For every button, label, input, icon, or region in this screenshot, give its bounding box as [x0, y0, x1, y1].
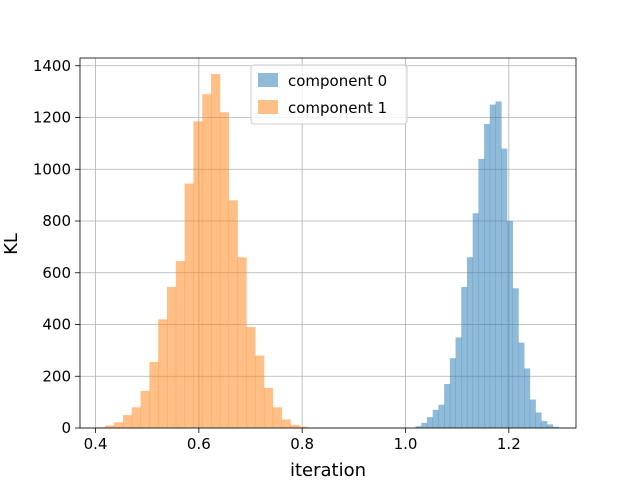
legend-swatch-component-0 [258, 73, 278, 87]
histogram-bar-component-1 [237, 257, 246, 428]
histogram-bar-component-1 [273, 407, 282, 428]
histogram-bar-component-1 [255, 356, 264, 428]
y-axis-label: KL [1, 233, 22, 255]
legend-label-component-1: component 1 [288, 99, 387, 117]
y-tick-label: 0 [61, 419, 71, 437]
histogram-bar-component-1 [176, 261, 185, 428]
histogram-bar-component-0 [450, 358, 456, 428]
histogram-bars [97, 74, 565, 428]
histogram-bar-component-1 [132, 407, 141, 428]
histogram-bar-component-0 [524, 368, 530, 428]
histogram-bar-component-0 [473, 213, 479, 428]
histogram-bar-component-1 [220, 112, 229, 428]
y-tick-label: 600 [42, 264, 71, 282]
y-axis-ticks: 0 200 400 600 800 1000 1200 1400 [33, 57, 80, 437]
x-tick-label: 1.2 [497, 435, 521, 453]
x-axis-label: iteration [290, 460, 366, 480]
histogram-bar-component-0 [547, 424, 553, 428]
histogram-bar-component-0 [484, 124, 490, 428]
histogram-bar-component-1 [202, 94, 211, 428]
histogram-bar-component-1 [114, 422, 123, 428]
histogram-bar-component-1 [185, 183, 194, 428]
histogram-bar-component-0 [518, 343, 524, 428]
histogram-bar-component-1 [149, 362, 158, 428]
histogram-bar-component-0 [433, 410, 439, 428]
histogram-bar-component-0 [513, 288, 519, 428]
histogram-bar-component-0 [478, 159, 484, 428]
y-tick-label: 1000 [33, 160, 71, 178]
histogram-bar-component-0 [438, 405, 444, 428]
y-tick-label: 1400 [33, 57, 71, 75]
x-tick-label: 1.0 [394, 435, 418, 453]
histogram-bar-component-1 [229, 200, 238, 428]
x-tick-label: 0.8 [290, 435, 314, 453]
histogram-bar-component-0 [421, 423, 427, 428]
histogram-bar-component-1 [193, 121, 202, 428]
histogram-bar-component-0 [456, 337, 462, 428]
histogram-bar-component-0 [444, 384, 450, 428]
histogram-bar-component-0 [530, 400, 536, 428]
histogram-bar-component-0 [501, 149, 507, 428]
legend-label-component-0: component 0 [288, 72, 387, 90]
x-tick-label: 0.4 [84, 435, 108, 453]
histogram-bar-component-1 [123, 415, 132, 428]
histogram-bar-component-1 [290, 425, 299, 428]
histogram-bar-component-0 [461, 287, 467, 428]
histogram-bar-component-0 [427, 417, 433, 428]
histogram-bar-component-1 [211, 74, 220, 428]
histogram-bar-component-1 [282, 419, 291, 428]
legend-swatch-component-1 [258, 100, 278, 114]
histogram-bar-component-0 [507, 221, 513, 428]
y-tick-label: 1200 [33, 109, 71, 127]
y-tick-label: 400 [42, 316, 71, 334]
x-tick-label: 0.6 [187, 435, 211, 453]
histogram-bar-component-1 [158, 319, 167, 428]
histogram-bar-component-1 [246, 327, 255, 428]
legend: component 0 component 1 [251, 65, 407, 124]
histogram-bar-component-0 [541, 421, 547, 428]
histogram-bar-component-1 [141, 391, 150, 428]
histogram-bar-component-0 [467, 257, 473, 428]
histogram-bar-component-0 [535, 412, 541, 428]
x-axis-ticks: 0.4 0.6 0.8 1.0 1.2 [84, 428, 521, 453]
histogram-bar-component-1 [264, 388, 273, 428]
y-tick-label: 800 [42, 212, 71, 230]
histogram-bar-component-0 [490, 105, 496, 428]
y-tick-label: 200 [42, 367, 71, 385]
histogram-bar-component-1 [167, 287, 176, 428]
histogram-bar-component-0 [496, 101, 502, 428]
